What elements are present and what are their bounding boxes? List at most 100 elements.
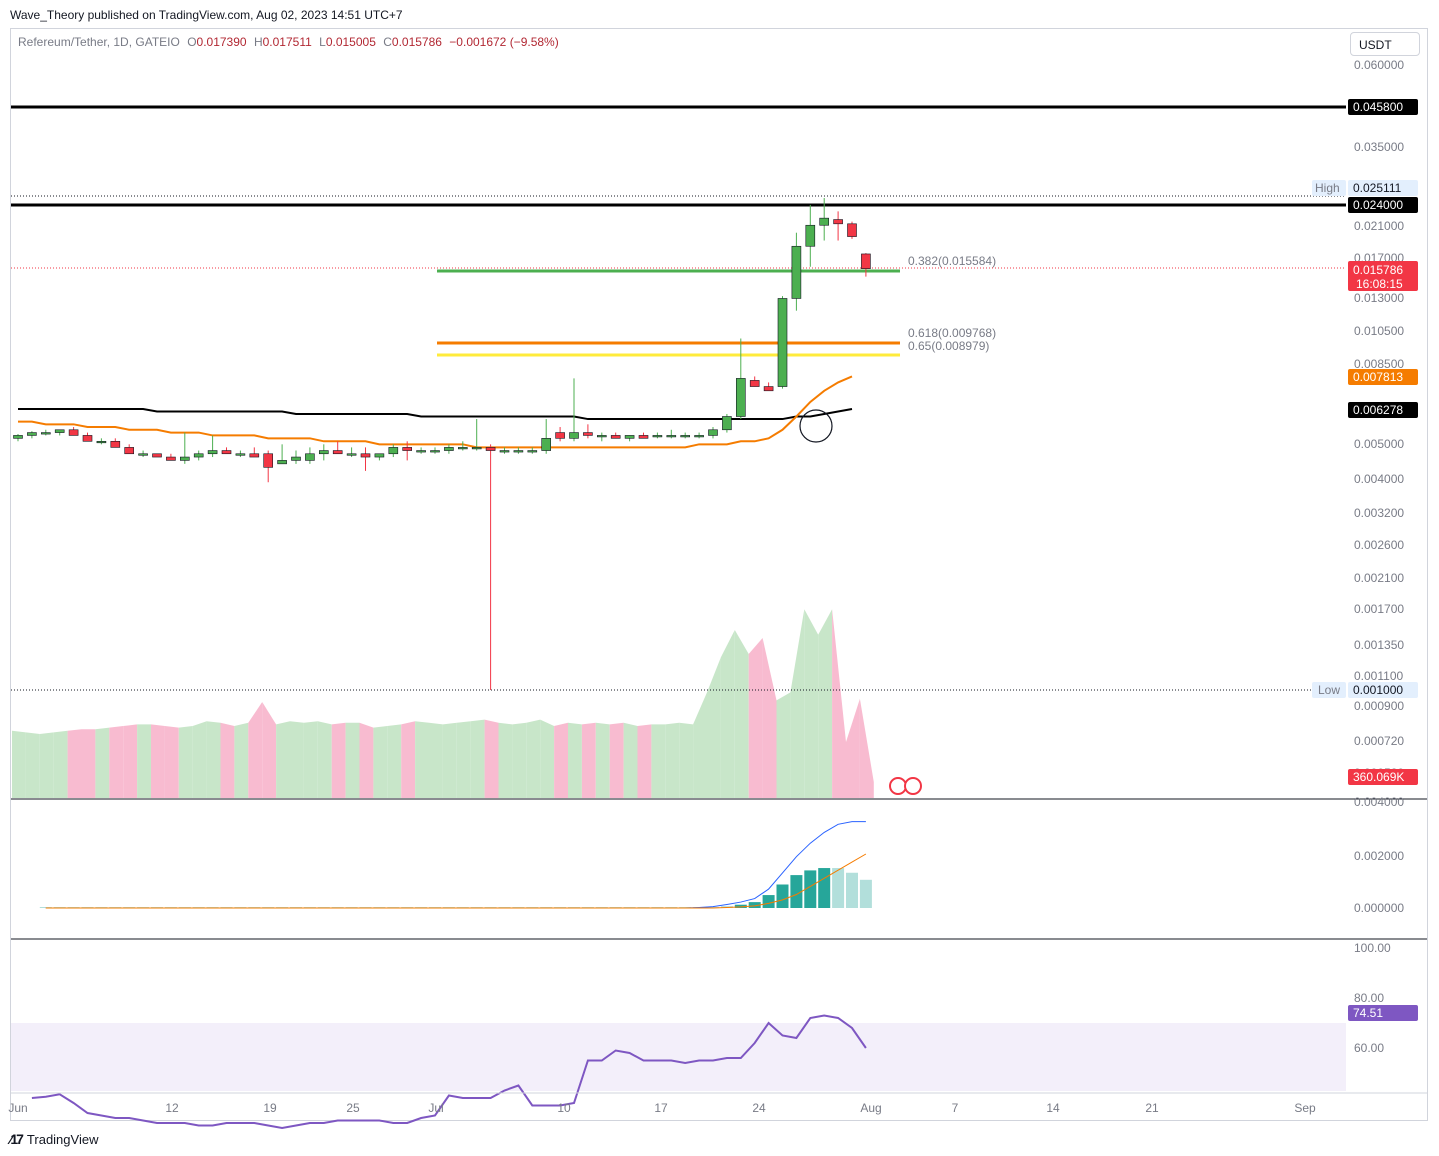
- us-flag-event-icon: [904, 777, 922, 795]
- volume-area: [568, 722, 582, 798]
- time-axis-tick: Sep: [1294, 1101, 1316, 1115]
- volume-area: [290, 721, 304, 798]
- candle-body: [346, 453, 357, 456]
- volume-area: [554, 722, 568, 798]
- volume-area: [373, 726, 388, 798]
- volume-area: [39, 732, 54, 798]
- macd-histogram-bar: [818, 868, 831, 908]
- high-label: H: [253, 35, 263, 49]
- open-value: 0.017390: [196, 35, 247, 49]
- volume-area: [832, 609, 846, 798]
- candle-body: [735, 378, 746, 417]
- candle-body: [207, 450, 218, 455]
- volume-area: [609, 722, 624, 798]
- price-axis-tick: 0.008500: [1354, 357, 1404, 371]
- golden-cross-marker: [799, 409, 833, 443]
- price-axis-tick: 0.013000: [1354, 291, 1404, 305]
- candle-body: [485, 447, 496, 451]
- last-price-tag: 0.015786: [1353, 263, 1403, 277]
- volume-area: [12, 730, 26, 798]
- volume-area: [331, 722, 346, 798]
- volume-area: [234, 722, 249, 798]
- candle-body: [110, 440, 121, 448]
- candle-body: [694, 435, 704, 438]
- ema-long-line: [18, 408, 853, 421]
- candle-body: [430, 450, 440, 453]
- candle-body: [527, 450, 538, 453]
- time-axis-tick: 17: [654, 1101, 668, 1115]
- price-axis-tick: 0.000900: [1354, 699, 1404, 713]
- volume-area: [762, 638, 777, 798]
- ema-short-tag: 0.007813: [1353, 370, 1403, 384]
- candle-body: [777, 298, 788, 387]
- time-axis-tick: Jul: [428, 1101, 443, 1115]
- macd-axis-tick: 0.002000: [1354, 849, 1404, 863]
- candle-body: [388, 447, 399, 455]
- candle-body: [360, 453, 371, 458]
- volume-area: [164, 726, 179, 798]
- price-axis-tick: 0.035000: [1354, 140, 1404, 154]
- volume-area: [151, 724, 165, 798]
- symbol-name: Refereum/Tether, 1D, GATEIO: [18, 35, 180, 49]
- candle-body: [610, 435, 621, 439]
- volume-area: [262, 702, 277, 798]
- volume-area: [679, 722, 694, 798]
- rsi-line: [31, 1014, 867, 1130]
- candle-body: [680, 435, 691, 438]
- candle-body: [416, 450, 426, 453]
- macd-signal-line: [45, 853, 867, 909]
- volume-area: [581, 722, 596, 798]
- ema-short-tag-bg: [1348, 369, 1418, 385]
- resistance-tag: 0.024000: [1353, 198, 1403, 212]
- volume-area: [804, 609, 819, 798]
- price-axis-tick: 0.010500: [1354, 324, 1404, 338]
- countdown-tag: 16:08:15: [1356, 277, 1403, 291]
- resistance-tag-bg: [1348, 197, 1418, 213]
- volume-area: [429, 722, 443, 798]
- macd-axis-tick: 0.004000: [1354, 795, 1404, 809]
- time-axis-tick: 21: [1145, 1101, 1159, 1115]
- candle-body: [166, 456, 176, 461]
- volume-area: [25, 732, 40, 798]
- candle-body: [68, 429, 79, 436]
- publish-caption: Wave_Theory published on TradingView.com…: [10, 8, 403, 22]
- candle-body: [805, 224, 816, 247]
- high-label-bg: [1312, 180, 1346, 196]
- volume-area: [734, 630, 749, 798]
- fib-level-label: 0.65(0.008979): [908, 339, 989, 353]
- price-axis-tick: 0.005000: [1354, 437, 1404, 451]
- volume-area: [442, 722, 457, 798]
- macd-histogram-bar: [776, 884, 789, 908]
- macd-line: [45, 821, 866, 909]
- volume-area: [387, 724, 402, 798]
- candle-body: [513, 450, 524, 453]
- candles-group: [13, 198, 871, 690]
- ema-long-tag-bg: [1348, 402, 1418, 418]
- volume-area: [53, 730, 68, 798]
- volume-area: [512, 722, 527, 798]
- macd-histogram-bar: [734, 904, 747, 908]
- volume-area: [67, 729, 82, 798]
- chart-frame: [10, 28, 1428, 1121]
- currency-selector[interactable]: USDT: [1350, 32, 1420, 56]
- candle-body: [819, 217, 830, 226]
- volume-area: [192, 721, 207, 798]
- low-value: 0.015005: [325, 35, 376, 49]
- volume-area: [540, 719, 555, 798]
- candle-body: [499, 450, 510, 453]
- rsi-band: [11, 1023, 1346, 1091]
- candle-body: [624, 435, 635, 439]
- volume-area: [651, 724, 666, 798]
- volume-area: [401, 721, 416, 798]
- high-price-tag: 0.025111: [1353, 181, 1402, 195]
- volume-area: [595, 722, 610, 798]
- macd-histogram-bar: [832, 868, 845, 908]
- open-label: O: [187, 35, 197, 49]
- candle-body: [471, 447, 482, 450]
- volume-area: [415, 721, 429, 798]
- candle-body: [444, 447, 454, 451]
- volume-area: [276, 721, 290, 798]
- price-axis-tick: 0.001100: [1354, 669, 1403, 683]
- candle-body: [541, 438, 552, 451]
